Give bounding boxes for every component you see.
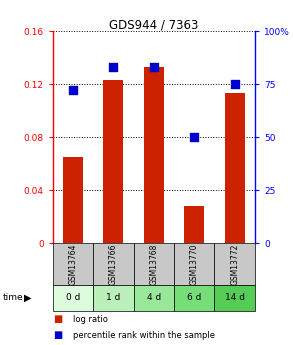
- Text: time: time: [3, 293, 23, 302]
- Text: 1 d: 1 d: [106, 293, 121, 302]
- Text: GSM13770: GSM13770: [190, 243, 199, 285]
- Point: [192, 134, 197, 140]
- Bar: [174, 243, 214, 285]
- Text: GSM13766: GSM13766: [109, 243, 118, 285]
- Bar: [63, 157, 83, 243]
- Text: 14 d: 14 d: [225, 293, 245, 302]
- Text: log ratio: log ratio: [73, 315, 108, 324]
- Bar: [224, 93, 245, 243]
- Title: GDS944 / 7363: GDS944 / 7363: [109, 18, 199, 31]
- Point: [71, 88, 75, 93]
- Text: ■: ■: [53, 330, 62, 340]
- Bar: [53, 243, 93, 285]
- Bar: [53, 285, 93, 310]
- Bar: [93, 285, 134, 310]
- Text: ■: ■: [53, 314, 62, 324]
- Bar: [134, 285, 174, 310]
- Text: 6 d: 6 d: [187, 293, 202, 302]
- Text: 4 d: 4 d: [147, 293, 161, 302]
- Bar: [103, 80, 124, 243]
- Text: GSM13772: GSM13772: [230, 243, 239, 285]
- Bar: [174, 285, 214, 310]
- Text: percentile rank within the sample: percentile rank within the sample: [73, 331, 215, 340]
- Text: ▶: ▶: [24, 293, 32, 303]
- Bar: [134, 243, 174, 285]
- Point: [232, 81, 237, 87]
- Bar: [214, 285, 255, 310]
- Bar: [93, 243, 134, 285]
- Point: [151, 65, 156, 70]
- Bar: [214, 243, 255, 285]
- Text: GSM13764: GSM13764: [69, 243, 77, 285]
- Bar: [184, 206, 205, 243]
- Text: GSM13768: GSM13768: [149, 243, 158, 285]
- Point: [111, 65, 116, 70]
- Text: 0 d: 0 d: [66, 293, 80, 302]
- Bar: [144, 67, 164, 243]
